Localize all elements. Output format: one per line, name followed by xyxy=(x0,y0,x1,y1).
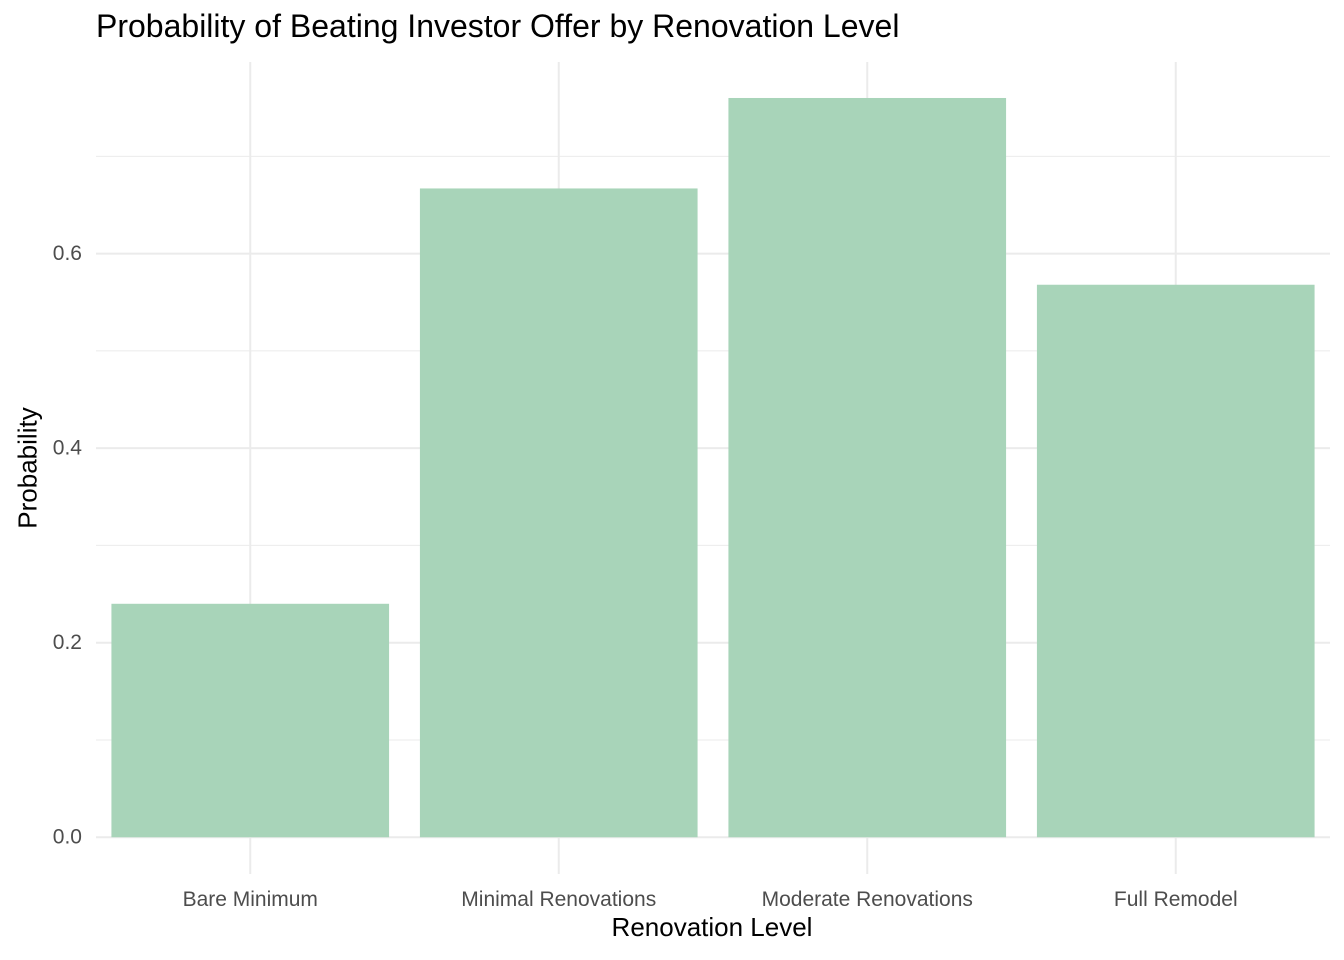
bar xyxy=(728,97,1007,838)
bar xyxy=(1036,284,1315,838)
x-axis-ticks: Bare Minimum Minimal Renovations Moderate … xyxy=(183,888,1238,911)
y-tick-label: 0.2 xyxy=(53,631,82,654)
y-tick-label: 0.4 xyxy=(53,437,83,460)
x-axis-title: Renovation Level xyxy=(611,912,813,942)
bars xyxy=(111,97,1315,838)
bar xyxy=(111,603,390,838)
y-tick-label: 0.0 xyxy=(53,826,82,849)
x-tick-label: Minimal Renovations xyxy=(461,888,656,911)
x-tick-label: Bare Minimum xyxy=(183,888,318,911)
y-axis-ticks: 0.0 0.2 0.4 0.6 xyxy=(53,242,83,849)
y-tick-label: 0.6 xyxy=(53,242,82,265)
chart-title: Probability of Beating Investor Offer by… xyxy=(96,8,900,44)
x-tick-label: Moderate Renovations xyxy=(762,888,973,911)
x-tick-label: Full Remodel xyxy=(1114,888,1238,911)
y-axis-title: Probability xyxy=(12,407,43,529)
bar xyxy=(419,188,698,838)
